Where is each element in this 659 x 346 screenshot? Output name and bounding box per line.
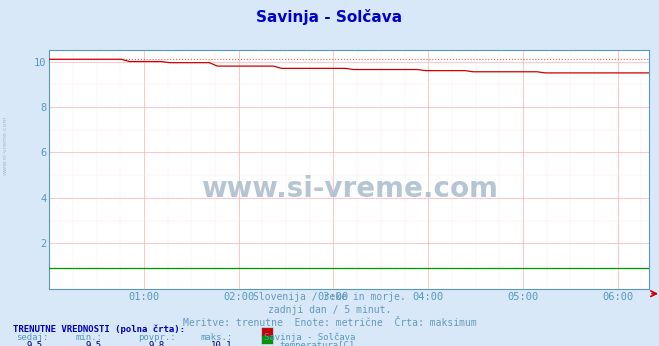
Text: 10,1: 10,1 [211, 341, 233, 346]
Text: Savinja - Solčava: Savinja - Solčava [264, 333, 355, 342]
Text: Savinja - Solčava: Savinja - Solčava [256, 9, 403, 25]
Text: Slovenija / reke in morje.: Slovenija / reke in morje. [253, 292, 406, 302]
Text: 9,5: 9,5 [86, 341, 101, 346]
Text: sedaj:: sedaj: [16, 333, 49, 342]
Text: povpr.:: povpr.: [138, 333, 176, 342]
Text: Meritve: trenutne  Enote: metrične  Črta: maksimum: Meritve: trenutne Enote: metrične Črta: … [183, 318, 476, 328]
Text: TRENUTNE VREDNOSTI (polna črta):: TRENUTNE VREDNOSTI (polna črta): [13, 325, 185, 334]
Text: www.si-vreme.com: www.si-vreme.com [3, 116, 8, 175]
Text: www.si-vreme.com: www.si-vreme.com [201, 175, 498, 203]
Text: 9,5: 9,5 [26, 341, 42, 346]
Text: zadnji dan / 5 minut.: zadnji dan / 5 minut. [268, 305, 391, 315]
Text: min.:: min.: [76, 333, 103, 342]
Text: maks.:: maks.: [201, 333, 233, 342]
Text: 9,8: 9,8 [148, 341, 164, 346]
Text: temperatura[C]: temperatura[C] [279, 341, 355, 346]
